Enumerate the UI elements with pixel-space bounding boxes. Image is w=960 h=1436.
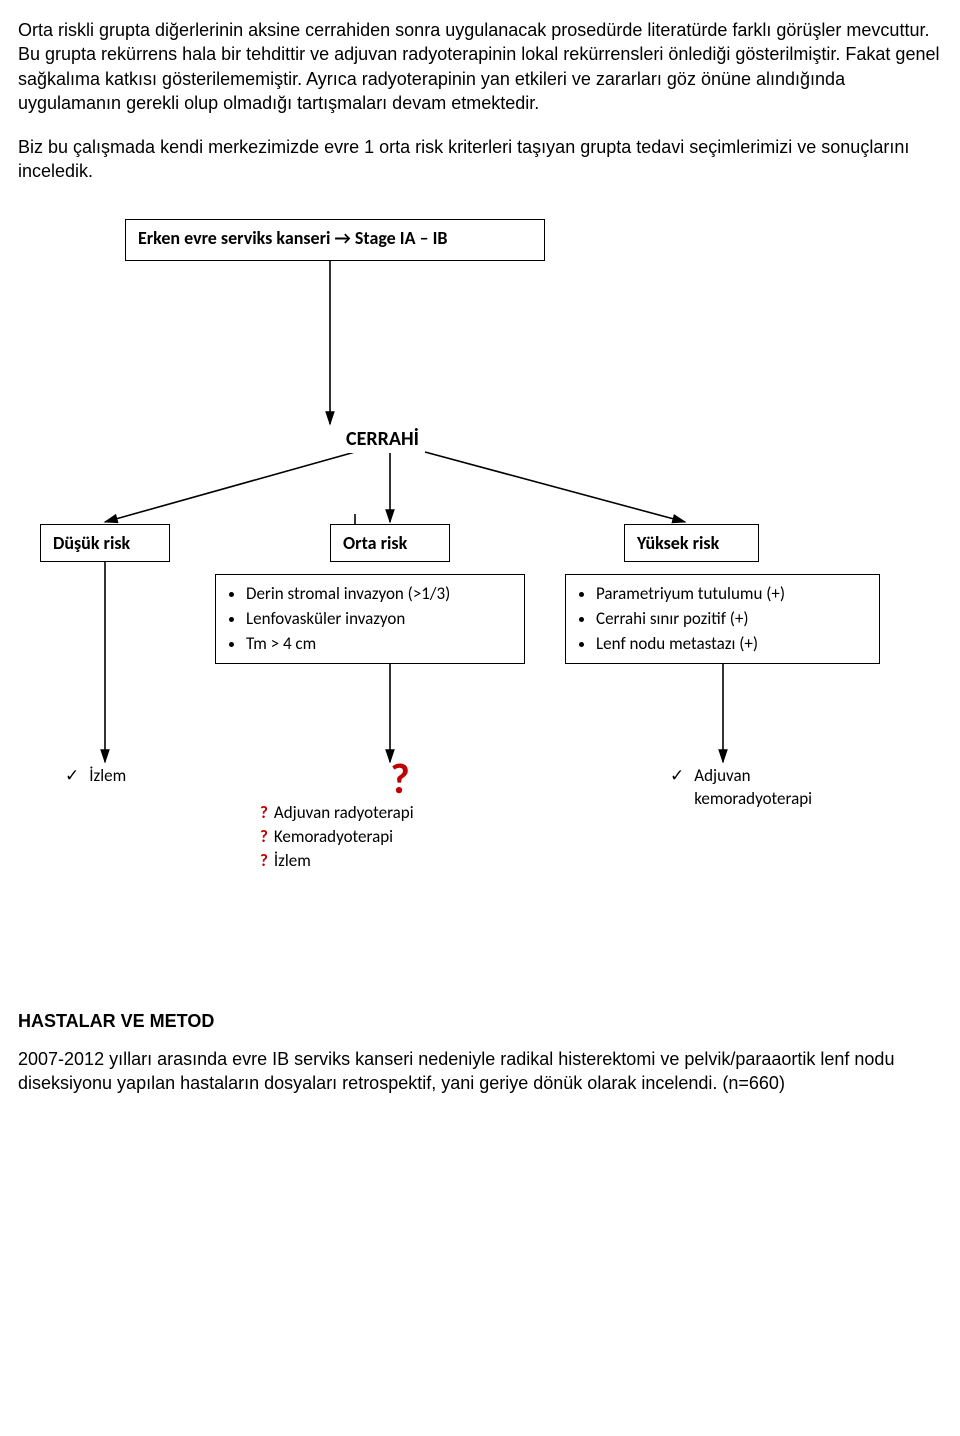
mid-risk-treatment: ? ?Adjuvan radyoterapi ?Kemoradyoterapi … (260, 759, 540, 874)
high-treat-2: kemoradyoterapi (694, 788, 812, 811)
mid-treat-2: Kemoradyoterapi (274, 826, 393, 849)
mid-detail-3: Tm > 4 cm (246, 633, 514, 656)
mid-treat-3: İzlem (274, 850, 311, 873)
low-risk-treatment: ✓ İzlem (65, 764, 126, 789)
stage-box: Erken evre serviks kanseri → Stage IA – … (125, 219, 545, 261)
mid-detail-2: Lenfovasküler invazyon (246, 608, 514, 631)
question-mark-icon: ? (260, 850, 268, 873)
check-icon: ✓ (65, 765, 79, 788)
flowchart: Erken evre serviks kanseri → Stage IA – … (20, 204, 940, 979)
high-risk-treatment: ✓ Adjuvan kemoradyoterapi (670, 764, 900, 812)
check-icon: ✓ (670, 765, 684, 788)
question-mark-icon: ? (260, 802, 268, 825)
low-risk-text: Düşük risk (53, 532, 130, 554)
stage-box-text: Erken evre serviks kanseri → Stage IA – … (138, 227, 448, 249)
high-detail-1: Parametriyum tutulumu (+) (596, 583, 869, 606)
question-mark-icon: ? (260, 826, 268, 849)
mid-risk-box: Orta risk (330, 524, 450, 562)
high-detail-3: Lenf nodu metastazı (+) (596, 633, 869, 656)
method-heading: HASTALAR VE METOD (18, 1009, 942, 1033)
low-risk-box: Düşük risk (40, 524, 170, 562)
high-risk-text: Yüksek risk (637, 532, 719, 554)
paragraph-1: Orta riskli grupta diğerlerinin aksine c… (18, 18, 942, 115)
mid-detail-1: Derin stromal invazyon (>1/3) (246, 583, 514, 606)
mid-treat-1: Adjuvan radyoterapi (274, 802, 414, 825)
mid-risk-text: Orta risk (343, 532, 407, 554)
low-treat-text: İzlem (89, 765, 126, 788)
mid-risk-details: Derin stromal invazyon (>1/3) Lenfovaskü… (215, 574, 525, 664)
high-risk-box: Yüksek risk (624, 524, 759, 562)
high-risk-details: Parametriyum tutulumu (+) Cerrahi sınır … (565, 574, 880, 664)
method-body: 2007-2012 yılları arasında evre IB servi… (18, 1047, 942, 1096)
big-question-mark: ? (390, 754, 409, 805)
surgery-label: CERRAHİ (346, 426, 419, 453)
paragraph-2: Biz bu çalışmada kendi merkezimizde evre… (18, 135, 942, 184)
high-treat-1: Adjuvan (694, 765, 812, 788)
high-detail-2: Cerrahi sınır pozitif (+) (596, 608, 869, 631)
